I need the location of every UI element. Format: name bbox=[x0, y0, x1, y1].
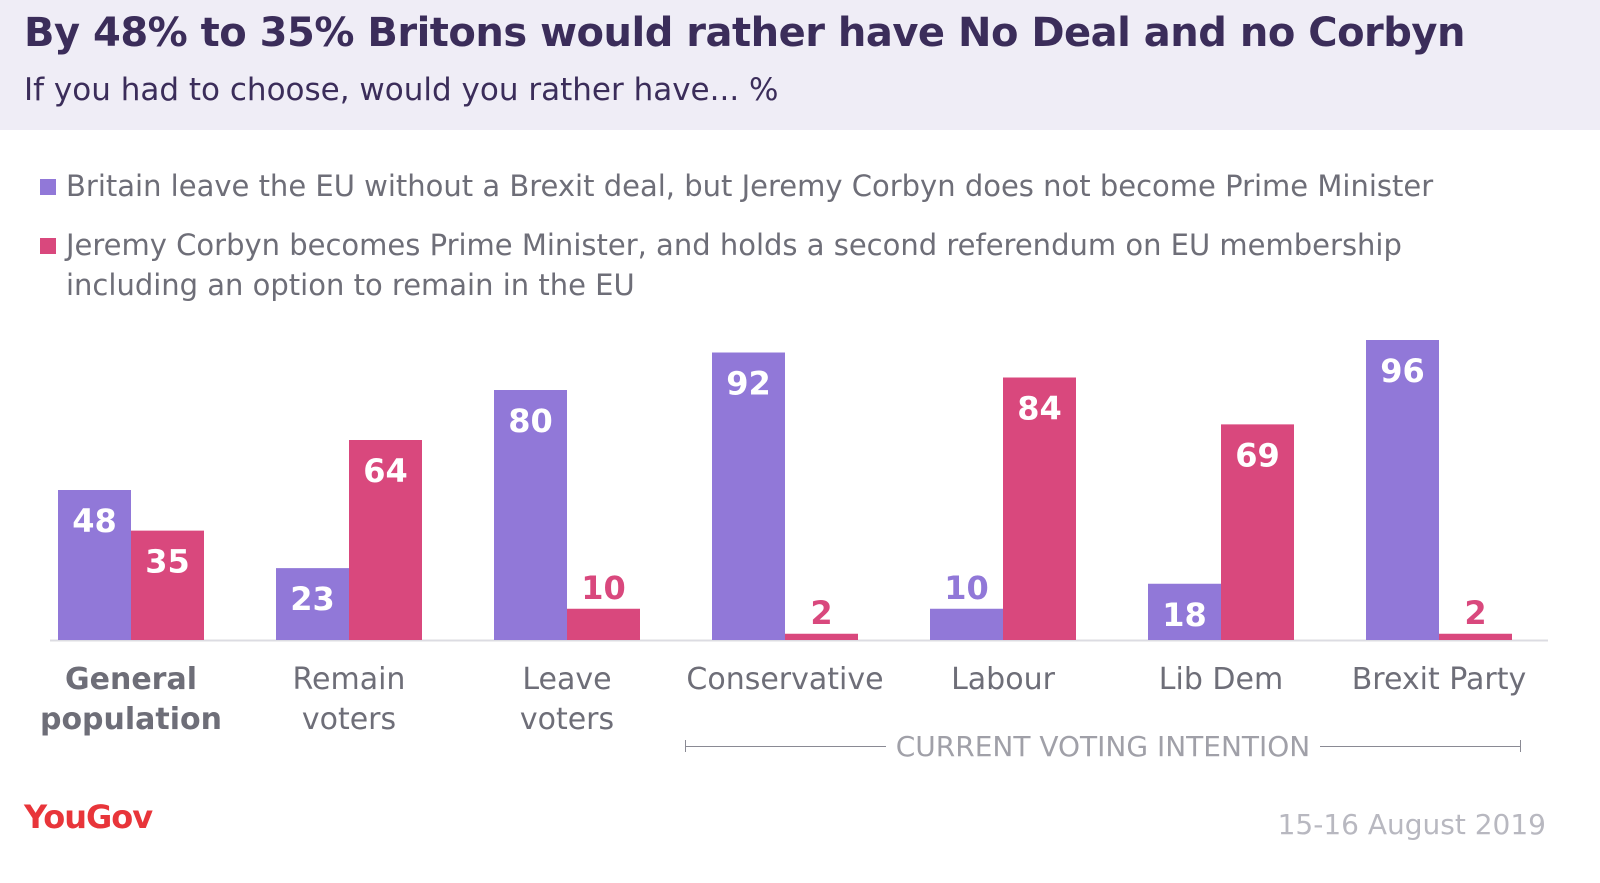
fieldwork-date: 15-16 August 2019 bbox=[1277, 808, 1546, 841]
bar-corbyn bbox=[1439, 633, 1512, 640]
category-label: Labour bbox=[898, 660, 1108, 700]
data-label: 10 bbox=[581, 569, 626, 607]
legend-item-no-deal: Britain leave the EU without a Brexit de… bbox=[40, 166, 1580, 206]
bar-corbyn bbox=[567, 608, 640, 640]
legend-swatch-purple bbox=[40, 179, 56, 195]
data-label: 84 bbox=[1017, 390, 1062, 428]
data-label: 92 bbox=[726, 365, 771, 403]
category-label-line: Labour bbox=[951, 662, 1055, 697]
data-label: 35 bbox=[145, 543, 190, 581]
data-label: 18 bbox=[1162, 596, 1207, 634]
legend-label: Jeremy Corbyn becomes Prime Minister, an… bbox=[66, 228, 1402, 302]
category-label: Conservative bbox=[680, 660, 890, 700]
data-label: 64 bbox=[363, 452, 408, 490]
legend-swatch-pink bbox=[40, 238, 56, 254]
category-label-line: Leave bbox=[522, 662, 612, 697]
data-label: 23 bbox=[290, 580, 335, 618]
bar-no-deal bbox=[930, 608, 1003, 640]
legend-label: Britain leave the EU without a Brexit de… bbox=[66, 169, 1434, 203]
category-label-line: Conservative bbox=[686, 662, 884, 697]
bar-corbyn bbox=[785, 633, 858, 640]
category-label: Remain voters bbox=[244, 660, 454, 740]
bar-corbyn bbox=[1003, 377, 1076, 640]
category-label: Lib Dem bbox=[1116, 660, 1326, 700]
category-label: Brexit Party bbox=[1334, 660, 1544, 700]
category-label: Leave voters bbox=[462, 660, 672, 740]
category-label-line: population bbox=[39, 702, 223, 737]
category-label-line: voters bbox=[519, 702, 615, 737]
bracket-label: CURRENT VOTING INTENTION bbox=[885, 730, 1321, 763]
bar-corbyn bbox=[131, 530, 204, 640]
data-label: 69 bbox=[1235, 436, 1280, 474]
category-label-line: Brexit Party bbox=[1351, 662, 1527, 697]
category-label-line: voters bbox=[301, 702, 397, 737]
voting-intention-bracket: CURRENT VOTING INTENTION bbox=[685, 730, 1521, 764]
data-label: 48 bbox=[72, 502, 117, 540]
category-label-line: Lib Dem bbox=[1158, 662, 1284, 697]
bar-no-deal bbox=[1366, 340, 1439, 640]
data-label: 10 bbox=[944, 569, 989, 607]
bar-corbyn bbox=[1221, 424, 1294, 640]
category-label: General population bbox=[26, 660, 236, 740]
bracket-tick bbox=[685, 740, 686, 752]
bar-corbyn bbox=[349, 440, 422, 640]
data-label: 2 bbox=[810, 594, 832, 632]
yougov-logo: YouGov bbox=[24, 798, 153, 836]
chart-subtitle: If you had to choose, would you rather h… bbox=[24, 72, 779, 108]
bracket-tick bbox=[1520, 740, 1521, 752]
bar-no-deal bbox=[494, 390, 567, 640]
legend-item-corbyn: Jeremy Corbyn becomes Prime Minister, an… bbox=[40, 225, 1540, 305]
header: By 48% to 35% Britons would rather have … bbox=[0, 0, 1600, 130]
bar-no-deal bbox=[58, 490, 131, 640]
category-label-line: Remain bbox=[292, 662, 406, 697]
data-label: 80 bbox=[508, 402, 553, 440]
category-label-line: General bbox=[65, 662, 197, 697]
data-label: 2 bbox=[1464, 594, 1486, 632]
data-label: 96 bbox=[1380, 352, 1425, 390]
bar-no-deal bbox=[1148, 583, 1221, 640]
bar-no-deal bbox=[276, 568, 349, 640]
chart-title: By 48% to 35% Britons would rather have … bbox=[24, 10, 1465, 56]
bar-no-deal bbox=[712, 352, 785, 640]
